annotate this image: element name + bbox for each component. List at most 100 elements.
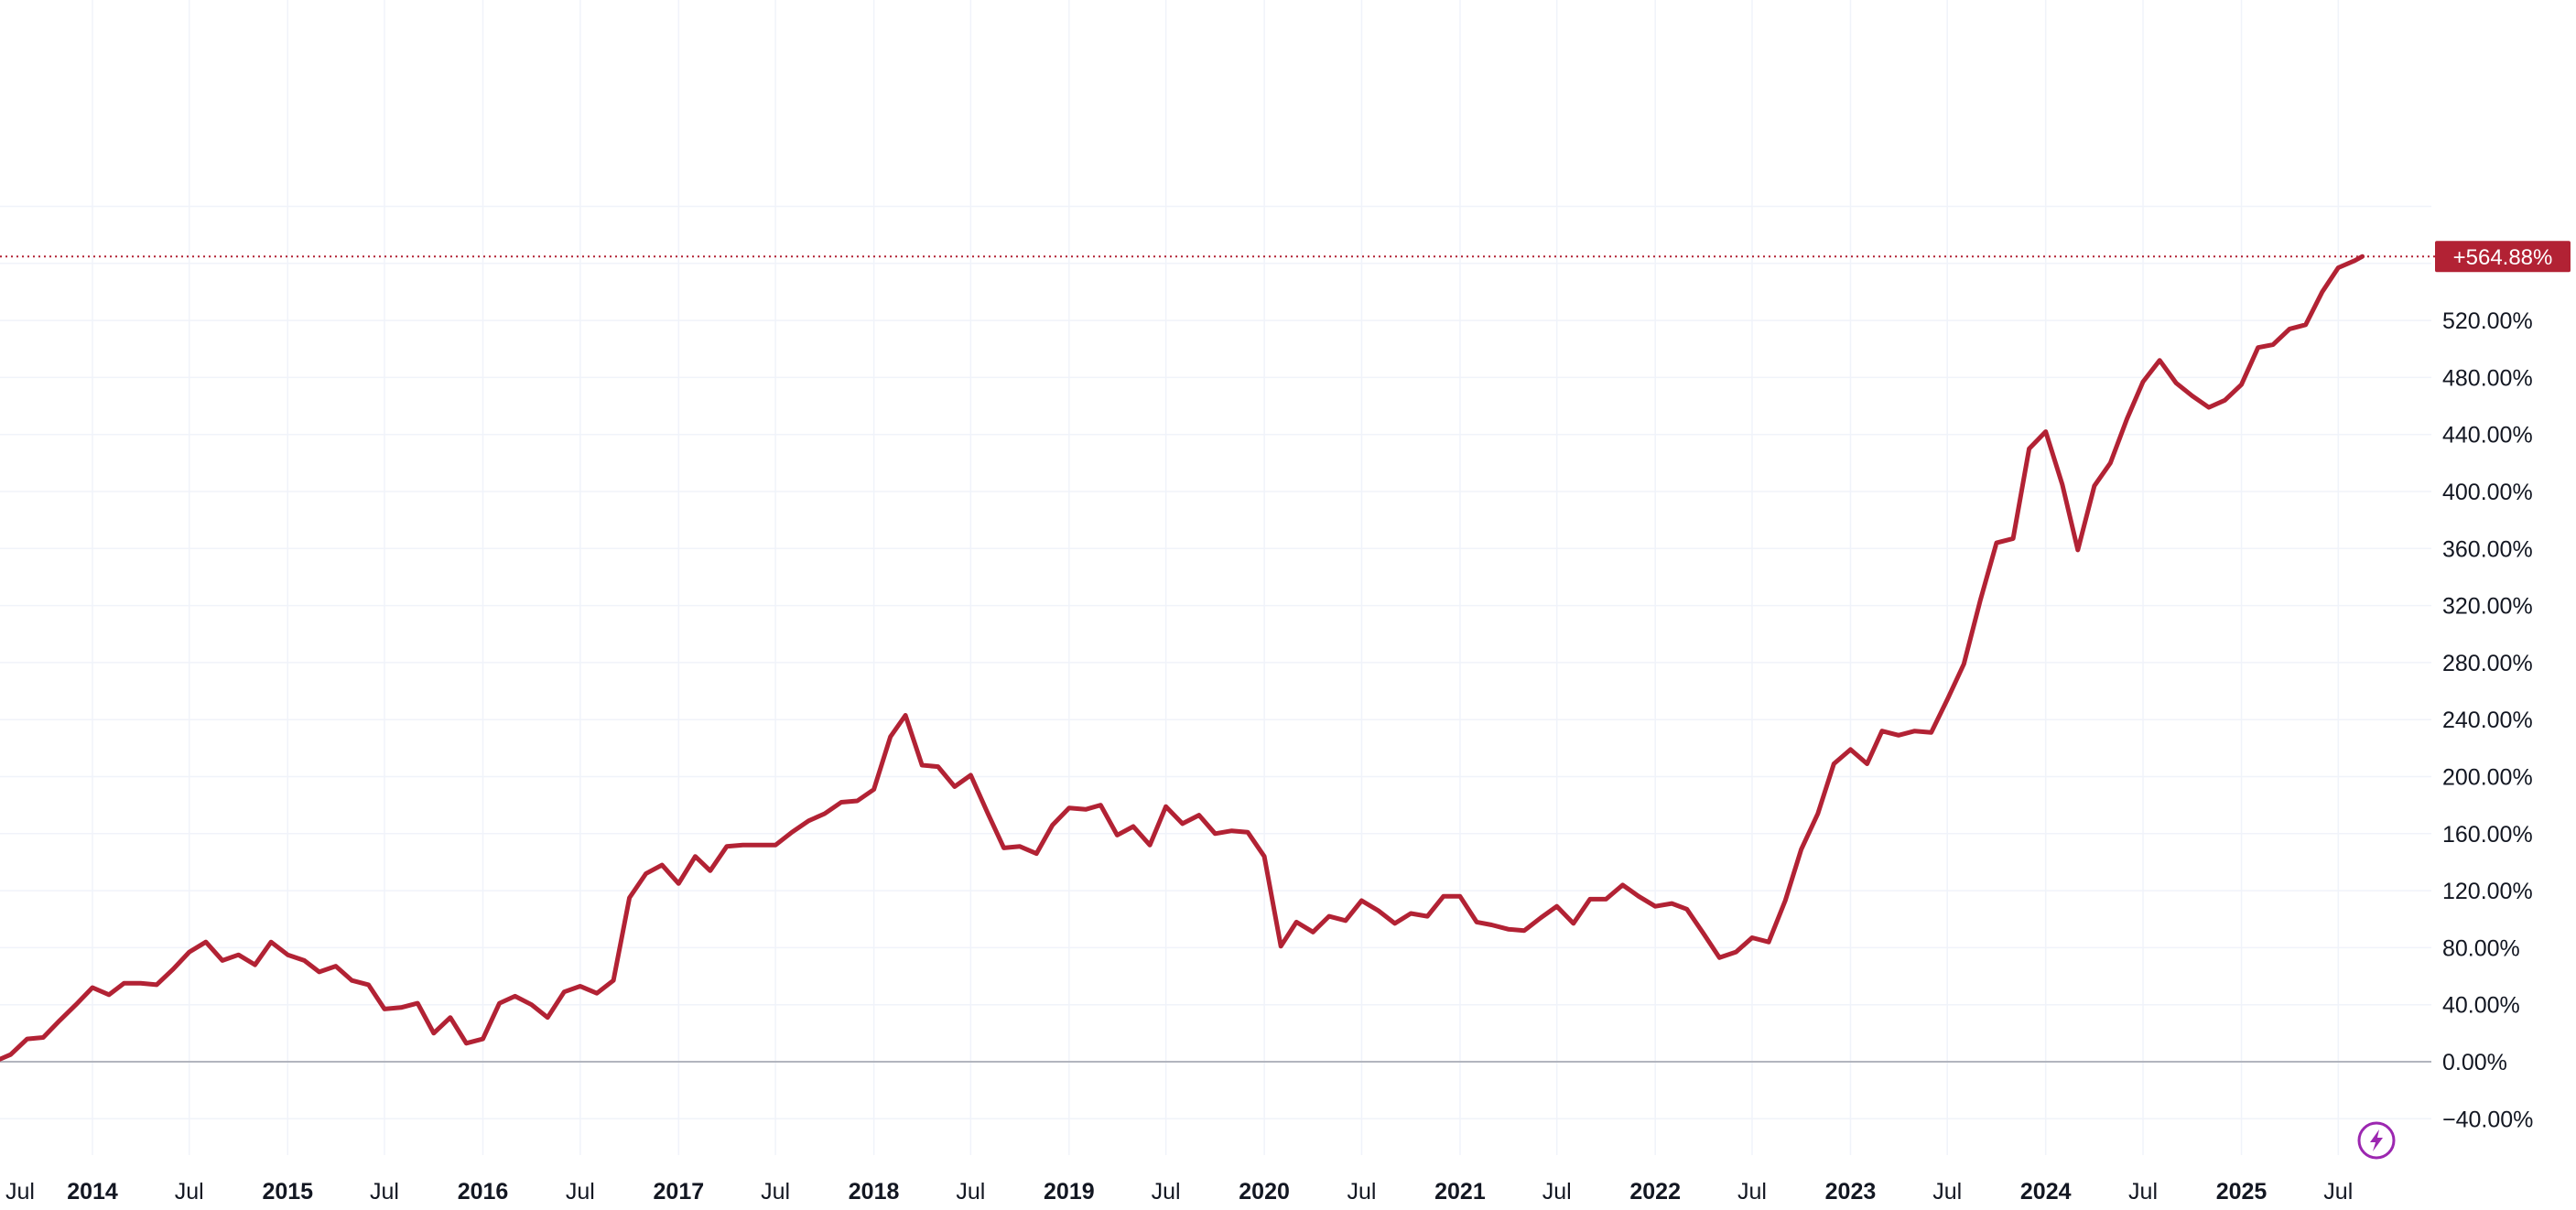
y-tick-label: 40.00%: [2442, 993, 2520, 1019]
data-point: [579, 985, 582, 988]
data-point: [562, 990, 566, 994]
data-point: [1115, 833, 1119, 837]
data-point: [953, 784, 957, 788]
data-point: [2108, 461, 2112, 465]
data-point: [660, 863, 664, 867]
data-point: [1262, 855, 1266, 859]
data-point: [1995, 541, 1998, 545]
data-point: [1522, 929, 1526, 933]
data-point: [1637, 894, 1640, 898]
lightning-button[interactable]: [2357, 1121, 2396, 1160]
data-point: [1767, 940, 1770, 944]
x-tick-label: Jul: [2323, 1179, 2353, 1205]
data-point: [2223, 398, 2226, 402]
data-point: [1359, 899, 1363, 902]
data-point: [1344, 919, 1348, 923]
data-point: [2271, 343, 2275, 347]
data-point: [612, 978, 615, 982]
data-point: [1962, 663, 1965, 665]
data-point: [530, 1003, 534, 1007]
data-point: [1816, 812, 1820, 816]
data-point: [302, 958, 306, 962]
data-point: [1377, 909, 1380, 913]
data-point: [1588, 897, 1592, 901]
data-point: [1475, 920, 1478, 924]
data-point: [1734, 950, 1737, 954]
x-tick-label: 2022: [1629, 1179, 1681, 1205]
x-tick-label: 2015: [262, 1179, 313, 1205]
data-point: [1084, 807, 1088, 811]
y-tick-label: 440.00%: [2442, 423, 2533, 448]
data-point: [498, 1001, 502, 1005]
y-tick-label: 240.00%: [2442, 708, 2533, 733]
x-tick-label: Jul: [1932, 1179, 1962, 1205]
data-point: [1311, 930, 1315, 934]
data-point: [969, 773, 972, 777]
data-point: [107, 993, 111, 997]
data-point: [920, 763, 924, 767]
x-tick-label: Jul: [5, 1179, 35, 1205]
data-point: [1197, 814, 1201, 817]
data-point: [41, 1036, 45, 1039]
data-point: [1002, 846, 1006, 849]
x-tick-label: Jul: [1347, 1179, 1376, 1205]
data-point: [1653, 904, 1657, 908]
data-point: [74, 1003, 78, 1007]
data-point: [2304, 323, 2308, 327]
data-point: [1717, 956, 1721, 959]
data-point: [1945, 697, 1949, 701]
data-point: [1131, 825, 1135, 828]
data-point: [1393, 922, 1397, 925]
y-tick-label: 280.00%: [2442, 651, 2533, 676]
data-point: [204, 940, 208, 944]
data-point: [155, 983, 158, 987]
data-point: [1750, 936, 1754, 939]
data-point: [1230, 829, 1233, 833]
y-tick-label: 0.00%: [2442, 1050, 2507, 1075]
data-point: [2044, 430, 2048, 434]
data-point: [889, 735, 893, 739]
data-point: [1148, 843, 1152, 847]
y-tick-label: 80.00%: [2442, 935, 2520, 961]
data-point: [2141, 380, 2145, 384]
data-point: [334, 965, 338, 968]
data-point: [1099, 804, 1102, 807]
data-point: [1849, 748, 1852, 751]
data-point: [1164, 805, 1168, 808]
data-point: [2174, 382, 2178, 385]
x-tick-label: 2024: [2020, 1179, 2072, 1205]
data-point: [1051, 824, 1055, 826]
data-point: [856, 799, 859, 803]
x-tick-label: 2016: [458, 1179, 509, 1205]
data-point: [26, 1037, 29, 1041]
data-point: [1783, 899, 1787, 902]
data-point: [1442, 894, 1445, 898]
data-point: [2353, 259, 2356, 263]
x-tick-label: 2023: [1825, 1179, 1877, 1205]
data-point: [758, 843, 762, 847]
data-point: [1897, 733, 1900, 737]
data-point: [1327, 914, 1331, 918]
data-point: [399, 1006, 403, 1010]
x-tick-label: Jul: [370, 1179, 399, 1205]
data-point: [1913, 729, 1917, 733]
data-point: [171, 967, 175, 971]
data-point: [1067, 806, 1071, 810]
data-point: [774, 843, 777, 847]
data-point: [58, 1019, 61, 1022]
data-point: [595, 991, 599, 995]
data-point: [9, 1053, 13, 1056]
data-point: [806, 819, 810, 823]
x-tick-label: 2025: [2216, 1179, 2268, 1205]
data-point: [123, 981, 125, 985]
data-point: [221, 958, 224, 962]
data-point: [1572, 922, 1575, 925]
data-point: [872, 788, 876, 791]
data-point: [1018, 845, 1022, 848]
data-point: [1670, 902, 1673, 905]
x-tick-label: 2018: [849, 1179, 900, 1205]
data-point: [1604, 897, 1607, 901]
y-tick-label: 480.00%: [2442, 365, 2533, 391]
data-point: [2207, 405, 2211, 409]
